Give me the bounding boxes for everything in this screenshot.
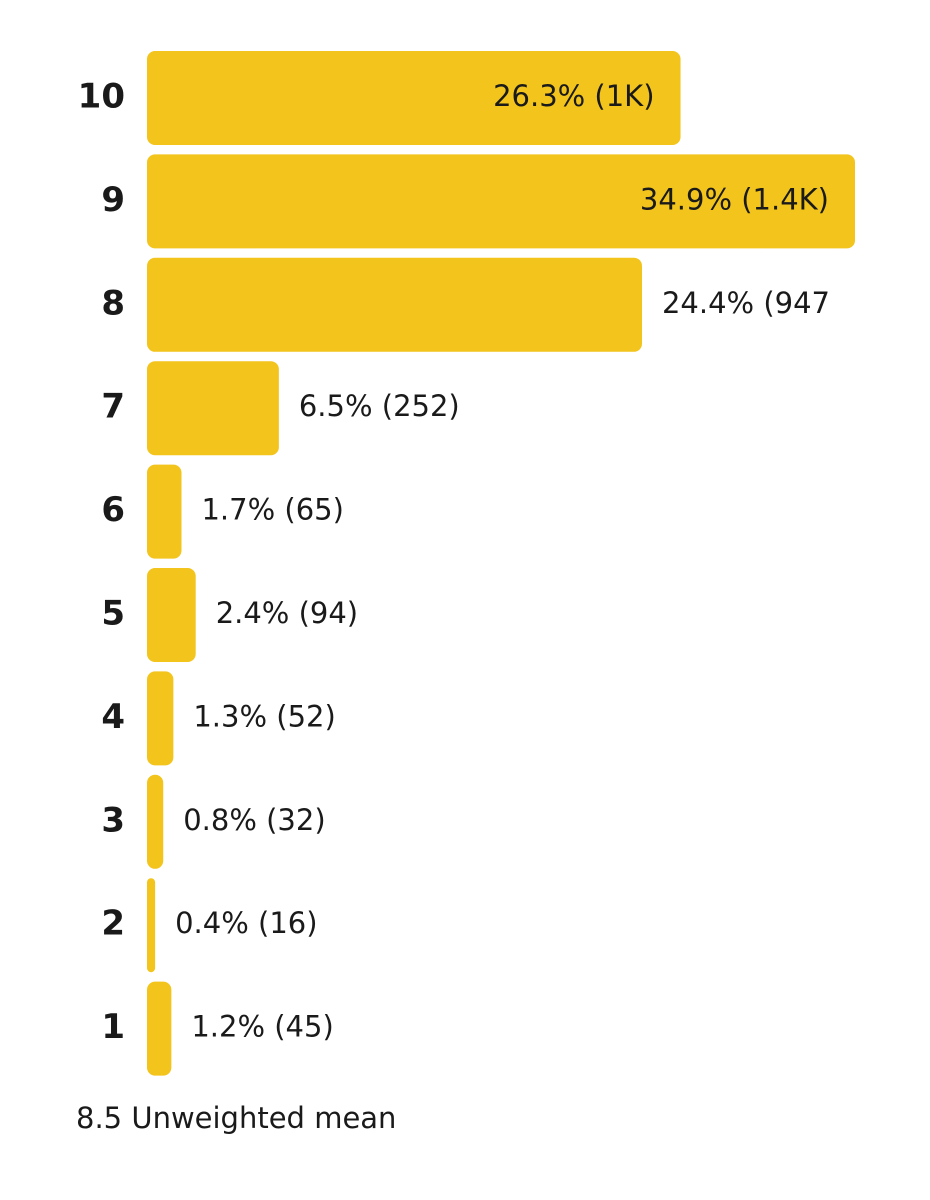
bar — [147, 361, 279, 456]
bar — [147, 257, 642, 352]
category-label: 1 — [101, 1007, 125, 1047]
category-label: 10 — [78, 77, 125, 117]
category-label: 2 — [101, 904, 125, 944]
bar — [147, 154, 855, 249]
value-label: 1.2% (45) — [191, 1010, 333, 1044]
bar — [147, 51, 681, 145]
category-label: 5 — [101, 594, 125, 634]
category-label: 9 — [101, 180, 125, 220]
value-label: 24.4% (947 — [662, 286, 830, 320]
footnote: 8.5 Unweighted mean — [76, 1101, 396, 1135]
value-label: 1.3% (52) — [193, 699, 335, 733]
value-label: 34.9% (1.4K) — [640, 182, 829, 216]
category-label: 6 — [101, 490, 125, 530]
bar — [147, 878, 156, 973]
value-label: 6.5% (252) — [299, 389, 460, 423]
value-label: 0.8% (32) — [183, 803, 325, 837]
category-label: 7 — [101, 387, 125, 427]
value-label: 26.3% (1K) — [493, 79, 654, 113]
bar — [147, 981, 172, 1076]
bar — [147, 568, 196, 662]
value-label: 0.4% (16) — [175, 906, 317, 940]
value-label: 2.4% (94) — [216, 596, 358, 630]
category-label: 4 — [101, 697, 125, 737]
bar — [147, 464, 182, 559]
category-label: 3 — [101, 800, 125, 840]
category-label: 8 — [101, 283, 125, 323]
bar — [147, 774, 164, 869]
bar — [147, 671, 174, 766]
value-label: 1.7% (65) — [201, 493, 343, 527]
